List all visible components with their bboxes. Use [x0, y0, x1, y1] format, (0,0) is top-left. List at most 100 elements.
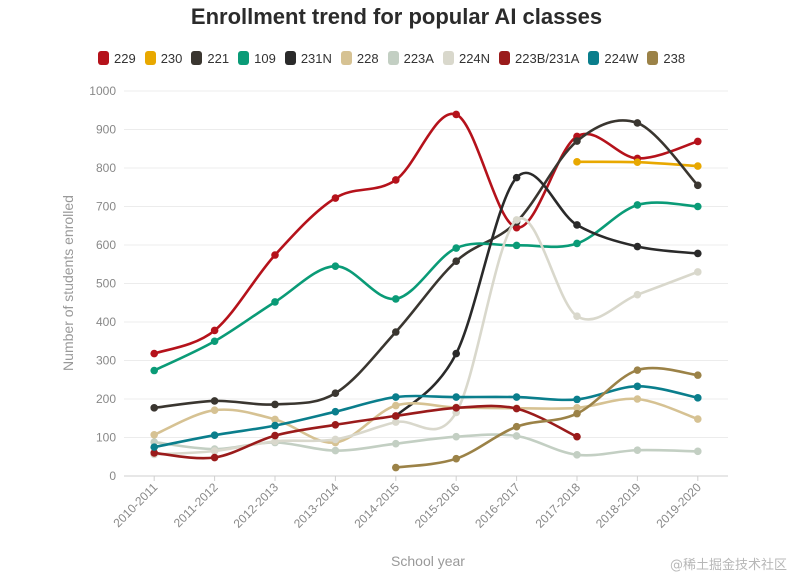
x-tick-label: 2016-2017	[472, 480, 523, 531]
legend-item[interactable]: 231N	[284, 50, 332, 66]
data-point	[392, 439, 400, 448]
data-point	[331, 389, 340, 398]
data-point	[573, 451, 581, 459]
x-tick-label: 2019-2020	[653, 480, 704, 531]
x-tick-label: 2014-2015	[351, 480, 402, 531]
legend-item[interactable]: 224W	[588, 51, 638, 66]
data-point	[452, 257, 461, 265]
y-tick-label: 300	[96, 354, 116, 368]
data-point	[573, 137, 581, 145]
series-line-109	[152, 201, 700, 372]
data-point	[694, 394, 702, 402]
data-point	[210, 326, 219, 335]
legend-item[interactable]: 109	[238, 51, 276, 66]
data-point	[210, 447, 219, 455]
data-point	[210, 431, 219, 439]
data-point	[392, 328, 400, 336]
data-point	[150, 443, 158, 451]
series-line-228	[152, 397, 700, 444]
data-point	[331, 194, 340, 202]
legend-item[interactable]: 228	[340, 50, 379, 66]
data-point	[392, 393, 400, 401]
data-point	[392, 295, 400, 303]
legend-item[interactable]: 238	[647, 51, 685, 66]
series-line-224n	[152, 216, 700, 456]
y-tick-label: 400	[96, 315, 116, 329]
data-point	[573, 395, 581, 404]
data-point	[452, 454, 461, 463]
legend-item[interactable]: 221	[191, 51, 229, 66]
data-point	[452, 244, 461, 252]
legend-label: 229	[114, 50, 136, 66]
data-point	[271, 431, 279, 440]
legend-swatch	[340, 51, 352, 65]
data-point	[694, 447, 702, 456]
y-axis-title: Number of students enrolled	[60, 195, 76, 371]
legend-label: 238	[663, 50, 686, 66]
legend-item[interactable]: 230	[144, 50, 183, 66]
legend-swatch	[499, 51, 511, 65]
legend-swatch	[238, 51, 250, 65]
legend-item[interactable]: 223A	[387, 51, 434, 66]
data-point	[694, 202, 702, 211]
x-axis-ticks: 2010-2011 2011-2012 2012-2013 2013-2014 2014…	[110, 476, 704, 531]
legend-item[interactable]: 223B/231A	[499, 51, 579, 66]
data-point	[573, 409, 581, 418]
data-point	[512, 216, 521, 224]
x-tick-label: 2012-2013	[231, 480, 282, 531]
y-tick-label: 0	[109, 469, 116, 483]
data-point	[150, 404, 158, 412]
data-point	[150, 449, 158, 457]
x-tick-label: 2010-2011	[110, 480, 160, 530]
data-point	[210, 397, 219, 405]
legend-label: 230	[160, 50, 183, 66]
legend-item[interactable]: 224N	[442, 51, 490, 66]
y-tick-label: 700	[96, 200, 116, 214]
data-point	[150, 366, 158, 375]
data-point	[694, 137, 702, 146]
legend-item[interactable]: 229	[98, 51, 136, 66]
data-point	[271, 251, 279, 259]
x-tick-label: 2011-2012	[171, 480, 221, 530]
legend-swatch	[98, 51, 109, 65]
data-point	[694, 162, 702, 170]
data-point	[392, 412, 400, 420]
legend-label: 224W	[604, 50, 639, 66]
data-point	[512, 393, 521, 401]
data-point	[633, 290, 642, 299]
data-point	[512, 432, 521, 440]
y-tick-label: 600	[96, 238, 116, 252]
data-point	[392, 176, 400, 184]
data-point	[512, 422, 521, 431]
data-point	[452, 404, 461, 412]
x-tick-label: 2018-2019	[593, 480, 644, 531]
legend-label: 221	[207, 50, 230, 66]
data-point	[452, 432, 461, 441]
data-point	[694, 371, 702, 379]
series-223a	[150, 432, 702, 459]
gridlines	[124, 90, 728, 477]
data-point	[694, 181, 702, 190]
data-point	[573, 221, 581, 229]
data-point	[633, 395, 642, 403]
legend-label: 231N	[300, 50, 332, 66]
data-point	[271, 298, 279, 306]
data-point	[573, 158, 581, 166]
series-109	[150, 201, 702, 375]
series-line-221	[152, 119, 700, 410]
legend-label: 223B/231A	[515, 50, 580, 66]
y-tick-label: 1000	[89, 84, 116, 98]
legend-swatch	[144, 51, 156, 65]
data-point	[633, 201, 642, 209]
y-axis-ticks: 0 100 200 300 400 500 600 700 800 900 1000	[89, 84, 116, 483]
legend: 229 230 221 109 231N 228 223A 224N 223B/231A 224W…	[98, 48, 694, 68]
data-point	[210, 453, 219, 462]
data-point	[452, 349, 461, 358]
data-point	[210, 337, 219, 346]
legend-swatch	[284, 51, 296, 65]
data-point	[271, 415, 279, 424]
data-point	[633, 382, 642, 391]
legend-swatch	[191, 51, 203, 65]
series-line-231n	[394, 171, 700, 418]
legend-label: 228	[356, 50, 379, 66]
